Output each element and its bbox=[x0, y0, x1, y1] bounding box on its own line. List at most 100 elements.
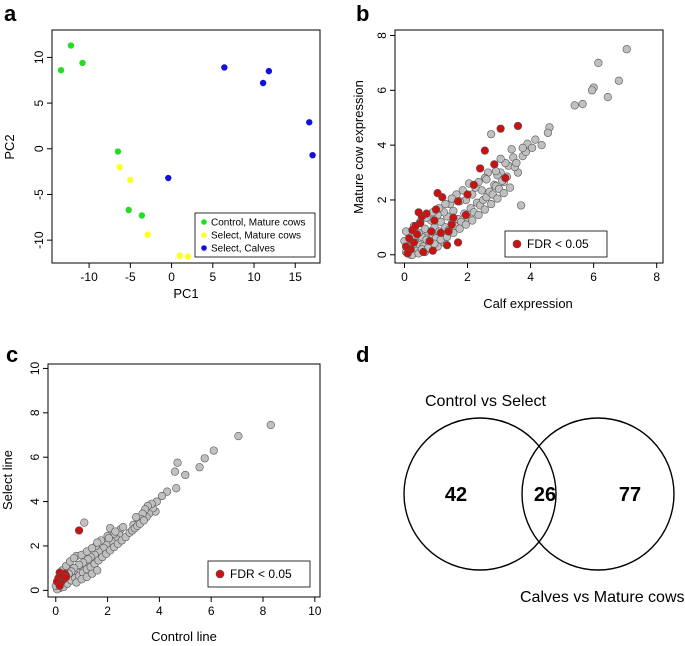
panel-a-legend: Control, Mature cows Select, Mature cows… bbox=[194, 212, 316, 258]
panel-b-ytick-label: 2 bbox=[375, 196, 389, 203]
panel-a-point-series-1 bbox=[176, 252, 184, 259]
panel-b-grey-point bbox=[594, 58, 603, 67]
venn-label-calves-vs-mature: Calves vs Mature cows bbox=[520, 589, 685, 606]
venn-circle-control-vs-select bbox=[403, 417, 557, 571]
panel-b-red-point bbox=[469, 180, 478, 189]
panel-b-grey-point bbox=[455, 224, 464, 233]
panel-c-ytick-label: 4 bbox=[28, 498, 42, 505]
panel-a-point-series-2 bbox=[265, 67, 273, 75]
panel-c-xtick-label: 4 bbox=[156, 604, 163, 618]
panel-a-point-series-2 bbox=[306, 119, 313, 126]
panel-b-grey-point bbox=[528, 143, 537, 152]
panel-b-red-point bbox=[501, 173, 510, 183]
legend-marker-select-calves bbox=[201, 245, 207, 251]
panel-a-point-series-0 bbox=[138, 212, 146, 219]
panel-b-red-point bbox=[463, 190, 472, 199]
panel-c-ytick-label: 0 bbox=[28, 587, 42, 594]
panel-b-red-point bbox=[476, 164, 485, 173]
panel-c-legend-marker bbox=[215, 569, 225, 579]
panel-b-xtick-label: 2 bbox=[464, 270, 471, 284]
panel-a-point-series-1 bbox=[144, 231, 151, 238]
panel-b-red-point bbox=[428, 246, 437, 255]
panel-d-letter: d bbox=[356, 342, 369, 367]
panel-a-xtick-label: -5 bbox=[125, 270, 136, 284]
panel-c-xlabel: Control line bbox=[151, 629, 217, 644]
panel-c-grey-point bbox=[163, 487, 172, 496]
panel-b-grey-point bbox=[531, 135, 540, 144]
panel-b-xtick-label: 4 bbox=[527, 270, 534, 284]
panel-b-grey-point bbox=[474, 210, 483, 220]
panel-b-red-point bbox=[449, 213, 458, 222]
panel-b-red-point bbox=[427, 227, 436, 236]
panel-c-grey-point bbox=[69, 554, 79, 563]
panel-c-grey-point bbox=[200, 454, 209, 463]
panel-b-grey-point bbox=[518, 143, 527, 152]
panel-c-xtick-label: 8 bbox=[260, 604, 267, 618]
panel-b-plot-frame bbox=[394, 29, 664, 264]
venn-count-overlap: 26 bbox=[534, 484, 556, 506]
panel-b-red-point bbox=[453, 238, 463, 247]
panel-c-legend-label: FDR < 0.05 bbox=[230, 567, 292, 581]
panel-b-legend-marker bbox=[512, 239, 522, 249]
panel-a-point-series-2 bbox=[221, 64, 228, 71]
panel-b-grey-point bbox=[587, 86, 597, 95]
panel-b-legend-label: FDR < 0.05 bbox=[527, 237, 589, 251]
panel-a-letter: a bbox=[4, 1, 17, 26]
panel-b-red-point bbox=[490, 160, 499, 169]
panel-d-venn-diagram: Control vs Select Calves vs Mature cows … bbox=[403, 393, 685, 606]
panel-a-point-series-1 bbox=[116, 163, 123, 171]
panel-a-xtick-label: -10 bbox=[80, 270, 98, 284]
panel-c-ytick-label: 10 bbox=[28, 361, 42, 375]
legend-label-select-mature: Select, Mature cows bbox=[211, 231, 301, 242]
panel-a-point-series-0 bbox=[79, 59, 86, 67]
panel-c-grey-point bbox=[170, 467, 180, 476]
panel-b-red-point bbox=[405, 234, 414, 243]
panel-b-xlabel: Calf expression bbox=[483, 296, 573, 311]
panel-b-grey-point bbox=[578, 99, 587, 109]
panel-b-grey-point bbox=[487, 130, 496, 139]
panel-c-grey-point bbox=[87, 544, 97, 553]
panel-c-grey-point bbox=[93, 538, 102, 547]
venn-circle-calves-vs-mature bbox=[521, 417, 675, 571]
panel-c-legend-box bbox=[207, 560, 311, 588]
panel-c-grey-point bbox=[266, 420, 275, 430]
panel-c-grey-point bbox=[119, 522, 128, 532]
panel-a-xtick-label: 15 bbox=[289, 270, 303, 284]
panel-b-letter: b bbox=[356, 1, 369, 26]
panel-b-red-point bbox=[436, 228, 445, 237]
panel-c-grey-point bbox=[173, 458, 182, 467]
panel-a-point-series-1 bbox=[184, 253, 192, 260]
panel-b-red-point bbox=[461, 210, 471, 220]
legend-marker-control-mature bbox=[201, 219, 207, 225]
panel-b-grey-point bbox=[505, 183, 515, 192]
panel-b-grey-point bbox=[499, 189, 508, 198]
panel-c-legend: FDR < 0.05 bbox=[207, 560, 311, 588]
panel-b-grey-point bbox=[487, 199, 496, 209]
panel-b-scatter-plot: 0 2 4 6 8 0 2 4 6 8 Calf expression Mature cow ex… bbox=[351, 29, 664, 311]
panel-c-plot-frame bbox=[47, 363, 321, 598]
venn-label-control-vs-select: Control vs Select bbox=[425, 393, 546, 410]
panel-b-grey-point bbox=[461, 220, 471, 229]
panel-c-grey-point bbox=[139, 516, 148, 525]
panel-b-legend: FDR < 0.05 bbox=[504, 230, 608, 258]
panel-b-xtick-label: 0 bbox=[401, 270, 408, 284]
panel-b-ytick-label: 8 bbox=[375, 32, 389, 39]
panel-c-grey-point bbox=[195, 463, 204, 472]
venn-count-only-control-vs-select: 42 bbox=[445, 484, 467, 506]
panel-c-grey-point bbox=[111, 527, 120, 536]
panel-c-red-point bbox=[62, 572, 71, 582]
panel-b-legend-box bbox=[504, 230, 608, 258]
panel-c-red-point bbox=[74, 526, 84, 535]
panel-a-plot-frame bbox=[51, 29, 321, 264]
panel-b-ytick-label: 4 bbox=[375, 141, 389, 148]
panel-c-xtick-label: 2 bbox=[104, 604, 111, 618]
panel-c-grey-point bbox=[234, 432, 243, 441]
panel-a-ytick-label: 5 bbox=[32, 99, 46, 106]
panel-b-ytick-label: 6 bbox=[375, 87, 389, 94]
panel-a-point-series-0 bbox=[67, 42, 75, 49]
panel-c-grey-point bbox=[181, 470, 190, 480]
panel-a-points bbox=[57, 42, 316, 260]
panel-c-grey-point bbox=[104, 534, 113, 543]
